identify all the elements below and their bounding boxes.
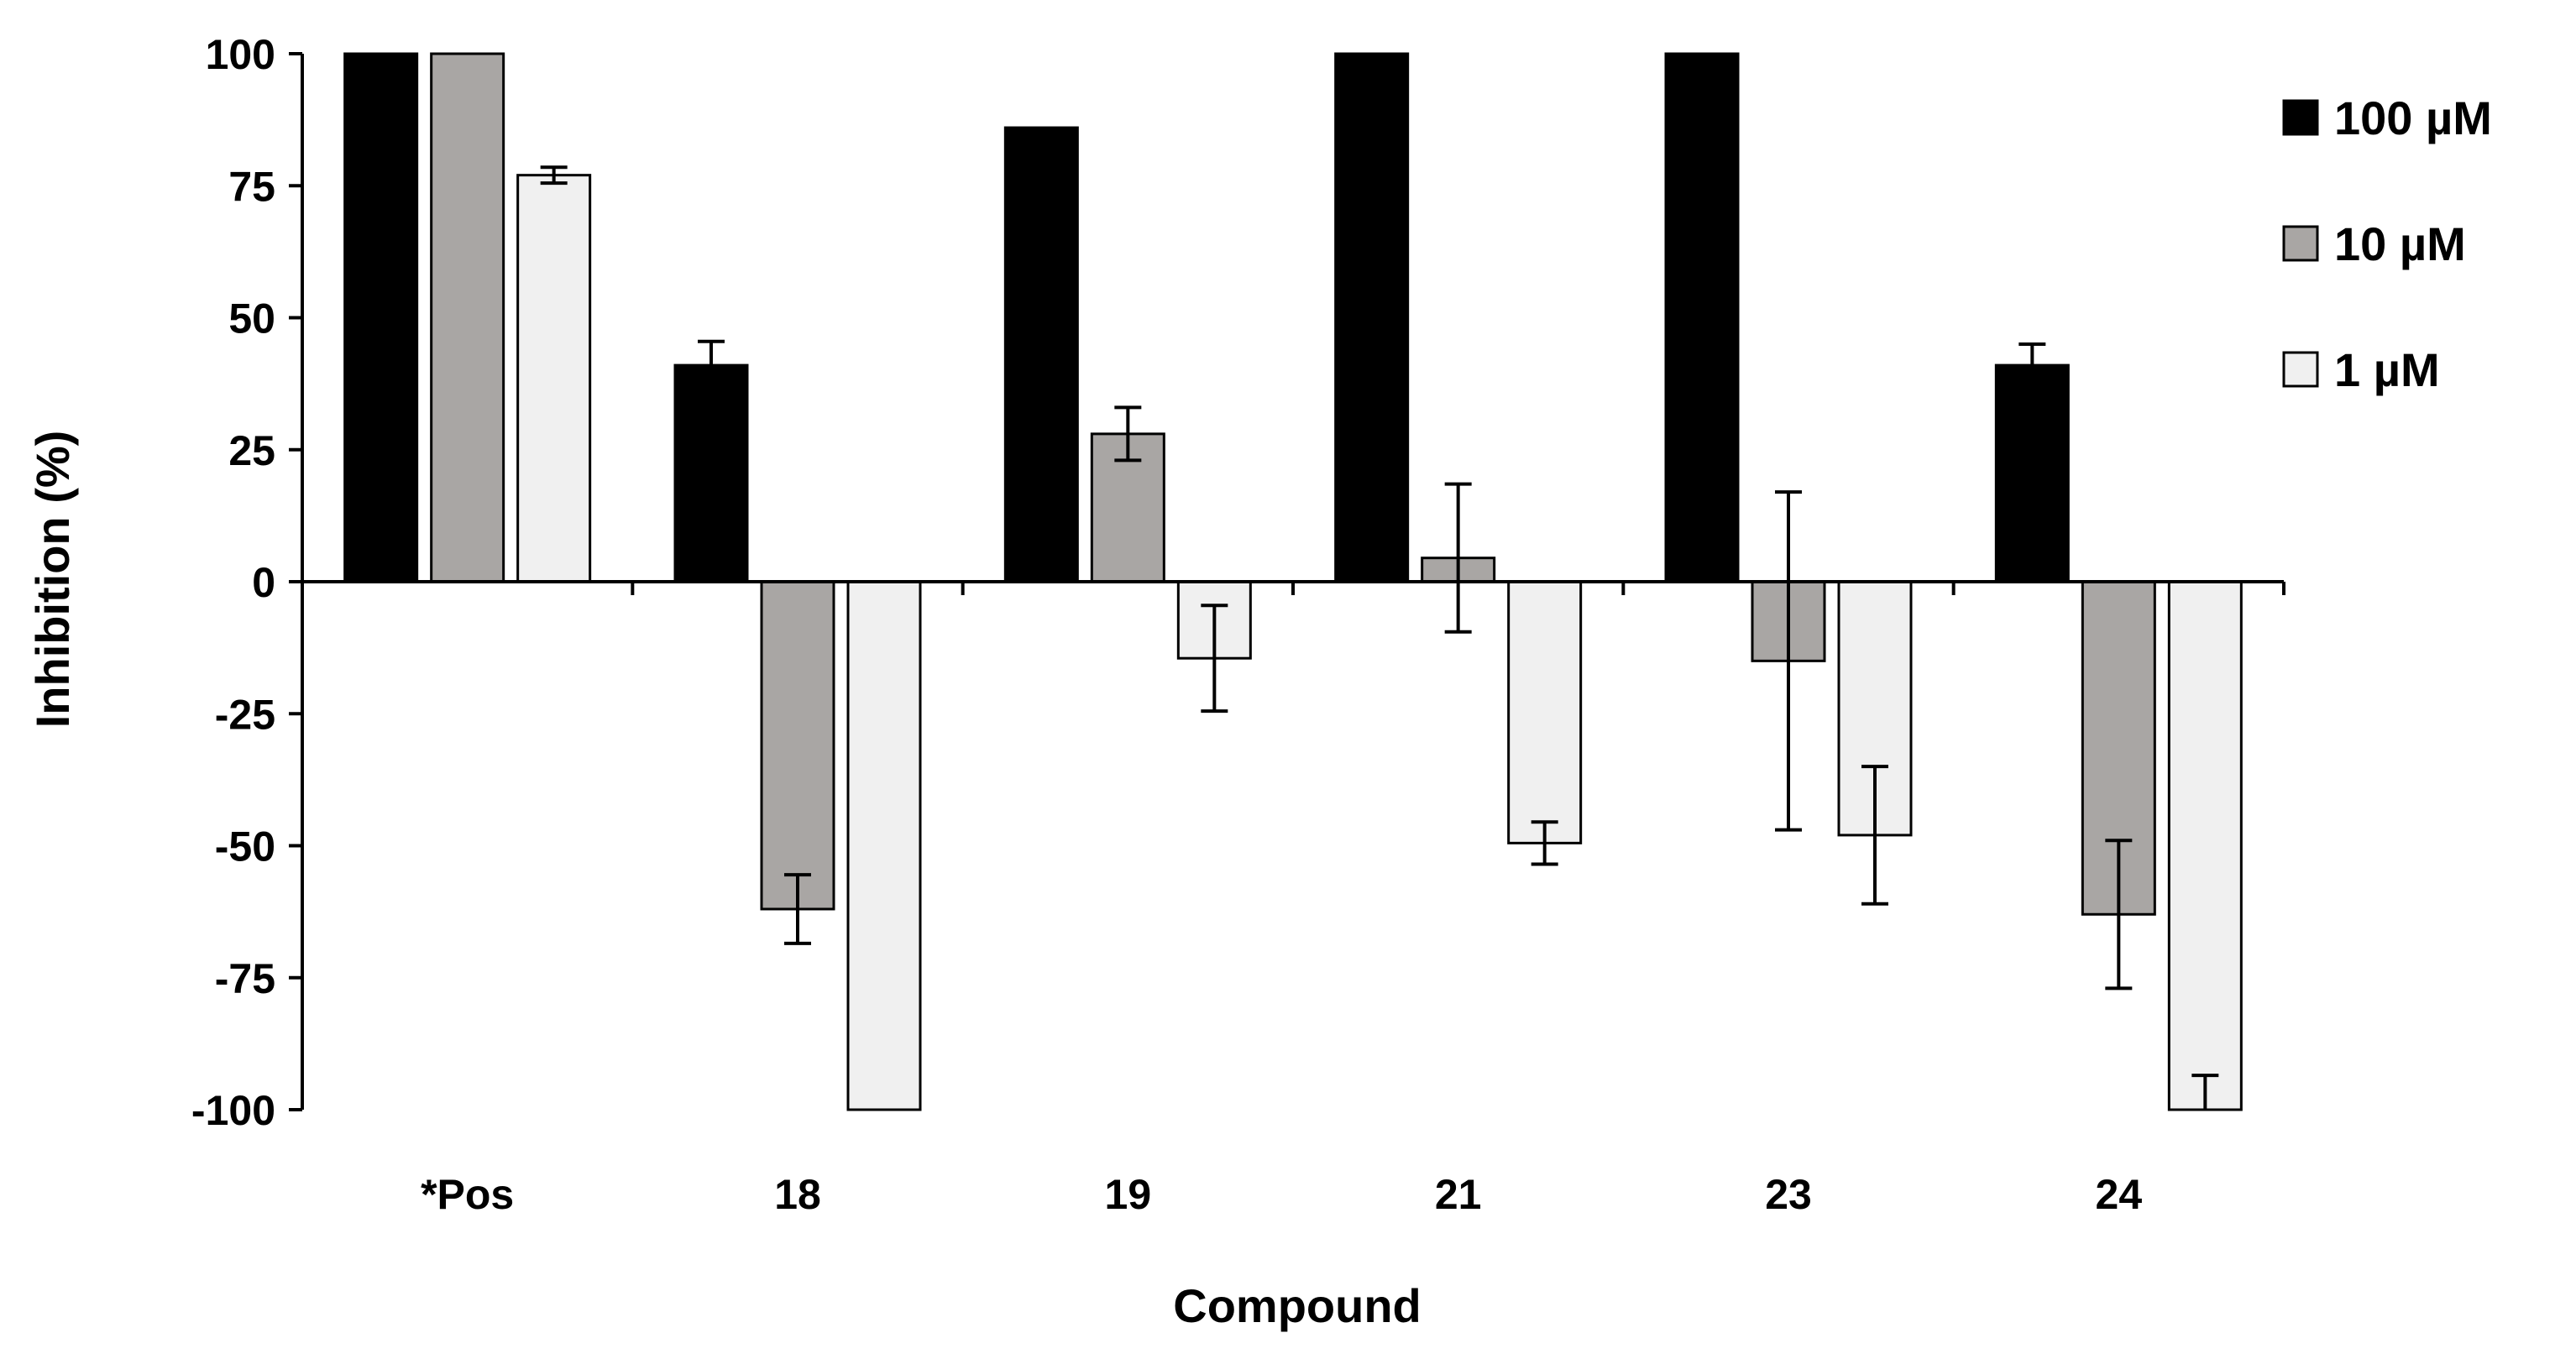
error-bar-3-3 (1531, 820, 1558, 866)
error-bar-2-3 (1444, 482, 1472, 634)
y-tick-label-7: -75 (215, 955, 275, 1002)
legend-swatch-0 (2282, 99, 2319, 136)
y-tick-label-0: 100 (206, 31, 275, 78)
bar-3-0 (516, 174, 592, 583)
y-tick-label-6: -50 (215, 823, 275, 870)
error-bar-3-5 (2191, 1074, 2219, 1110)
x-tick-label-2: 19 (1105, 1171, 1152, 1218)
axes-layer (289, 52, 2285, 1111)
error-bar-3-2 (1201, 604, 1228, 713)
bar-3-1 (846, 580, 922, 1111)
error-bar-2-2 (1114, 405, 1142, 463)
bar-1-4 (1664, 52, 1740, 583)
x-tick-label-1: 18 (774, 1171, 821, 1218)
bar-2-0 (430, 52, 505, 583)
y-tick-label-1: 75 (228, 163, 275, 210)
bar-3-5 (2167, 580, 2243, 1111)
y-tick-label-5: -25 (215, 691, 275, 738)
error-bar-3-0 (540, 165, 568, 186)
legend-swatch-1 (2282, 225, 2319, 262)
error-bar-2-1 (784, 873, 811, 945)
tick-labels-layer: 100 75 50 25 0 -25 -50 -75 -100 *Pos 18 19 21 23 24 (191, 31, 2142, 1218)
x-tick-label-0: *Pos (421, 1171, 514, 1218)
error-bar-1-1 (698, 339, 725, 391)
bar-1-5 (1994, 363, 2070, 583)
y-tick-label-8: -100 (191, 1087, 275, 1134)
y-tick-label-3: 25 (228, 427, 275, 474)
y-tick-label-4: 0 (252, 559, 275, 606)
bar-1-2 (1003, 126, 1079, 583)
legend: 100 µM 10 µM 1 µM (2282, 91, 2492, 396)
bar-1-3 (1334, 52, 1410, 583)
bar-3-3 (1507, 580, 1583, 844)
y-axis-title: Inhibition (%) (26, 431, 79, 729)
legend-label-2: 1 µM (2334, 343, 2440, 396)
x-tick-label-5: 24 (2096, 1171, 2143, 1218)
x-tick-label-3: 21 (1435, 1171, 1482, 1218)
bar-1-1 (673, 363, 749, 583)
legend-label-0: 100 µM (2334, 91, 2492, 144)
y-tick-label-2: 50 (228, 295, 275, 342)
legend-swatch-2 (2282, 351, 2319, 388)
legend-label-1: 10 µM (2334, 217, 2466, 270)
error-bar-1-5 (2018, 342, 2046, 389)
x-axis-title: Compound (1173, 1279, 1421, 1332)
error-bar-2-5 (2105, 839, 2133, 991)
error-bar-3-4 (1861, 765, 1888, 906)
bar-1-0 (343, 52, 419, 583)
error-bar-2-4 (1775, 490, 1802, 832)
error-bars-layer (540, 165, 2219, 1110)
x-tick-label-4: 23 (1765, 1171, 1812, 1218)
bar-2-1 (760, 580, 835, 911)
bars-layer (343, 52, 2243, 1111)
